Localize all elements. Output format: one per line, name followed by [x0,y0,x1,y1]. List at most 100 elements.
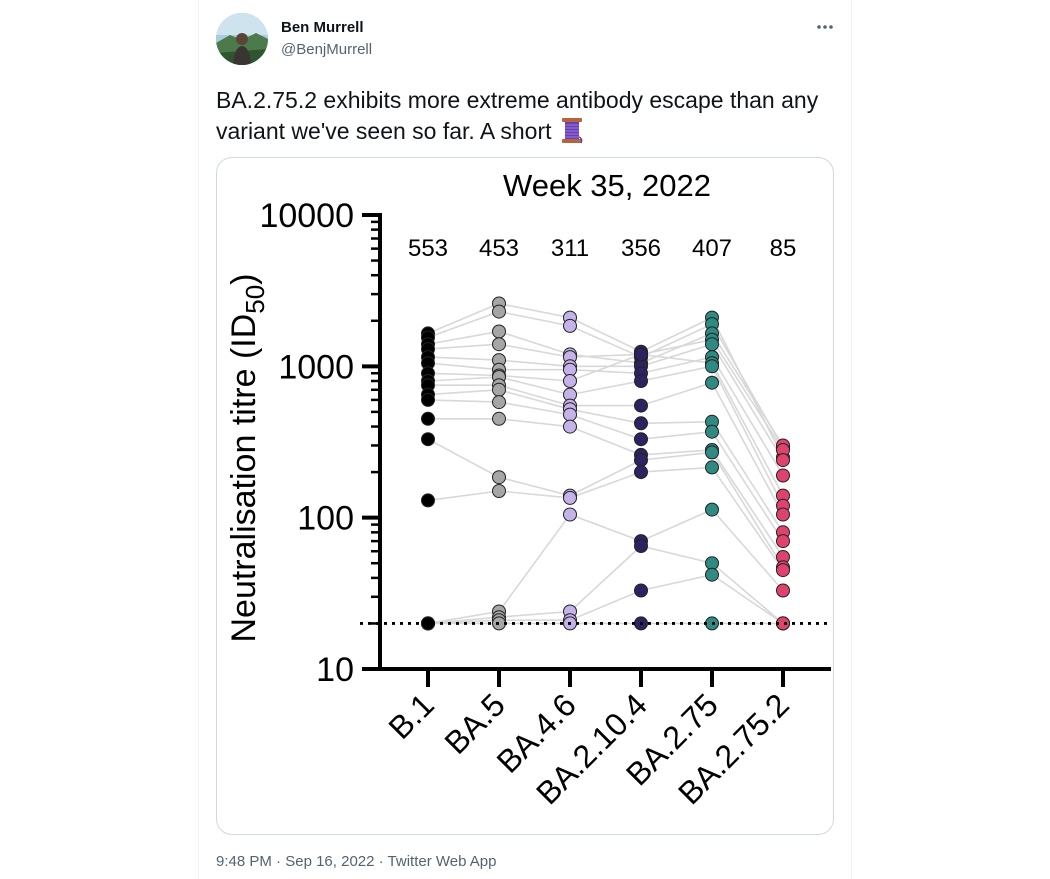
connector-line [428,381,784,515]
y-axis-label-close: ) [225,273,263,284]
connector-line [427,438,784,568]
axes: 10 100 1000 10000 [259,197,831,689]
y-axis-label-subscript: 50 [240,285,270,314]
meta-separator: · [276,853,282,870]
data-point [634,416,648,431]
meta-separator: · [378,853,384,870]
tweet-media-chart[interactable]: Week 35, 2022 Neutralisation titre (ID50… [216,157,834,835]
connector-line [427,330,784,446]
geometric-mean-label: 453 [479,235,519,262]
connector-line [427,356,784,476]
connector-line [427,399,784,542]
tweet-text: BA.2.75.2 exhibits more extreme antibody… [216,85,836,152]
data-point [776,453,790,468]
connector-line [428,417,784,558]
timeline-border-left [198,0,199,879]
tweet-date[interactable]: Sep 16, 2022 [285,853,375,870]
connector-line [427,545,784,625]
data-point [634,398,648,413]
data-point [563,318,577,333]
geometric-mean-label: 553 [408,235,448,262]
data-point [705,567,719,582]
author-handle[interactable]: @BenjMurrell [281,41,373,58]
connector-line [427,302,784,458]
data-point [776,583,790,598]
data-point [634,583,648,598]
data-point [492,395,506,410]
connector-lines [427,302,784,625]
more-options-icon [817,25,833,29]
connector-line [427,338,784,451]
connector-line [427,388,784,533]
geometric-mean-label: 85 [770,235,797,262]
more-options-button[interactable] [812,14,838,40]
data-point [421,432,435,447]
data-point [634,374,648,388]
connector-line [427,573,784,625]
data-point [705,424,719,439]
geometric-mean-labels: 553 453 311 356 407 85 [408,235,796,262]
data-point [776,507,790,522]
chart-title: Week 35, 2022 [503,168,711,203]
geometric-mean-label: 407 [692,235,732,262]
data-point [705,502,719,517]
data-point [563,507,577,522]
data-point [492,470,506,485]
y-axis-label-main: Neutralisation titre (ID [225,314,263,643]
connector-line [427,466,784,571]
data-point [776,563,790,578]
data-point [776,468,790,483]
connector-line [427,310,784,449]
data-point [492,324,506,339]
spool-of-thread-icon [561,117,583,152]
data-point [705,337,719,352]
geometric-mean-label: 311 [551,235,589,262]
data-point [634,347,648,362]
data-point [634,465,648,480]
data-point [421,411,435,426]
data-point [705,375,719,390]
connector-line [427,508,784,625]
connector-line [427,343,784,461]
data-point [563,374,577,388]
data-point [563,419,577,434]
data-point [563,407,577,422]
data-point [705,359,719,374]
avatar[interactable] [216,13,268,65]
tweet: Ben Murrell @BenjMurrell BA.2.75.2 exhib… [199,0,851,879]
timeline-border-right [851,0,852,879]
connector-line [427,365,784,507]
y-tick-label: 1000 [278,348,354,386]
data-point [634,453,648,468]
author-name[interactable]: Ben Murrell [281,19,364,36]
tweet-text-body: BA.2.75.2 exhibits more extreme antibody… [216,87,819,144]
avatar-photo [216,13,268,65]
data-point [634,432,648,447]
data-point [492,411,506,426]
geometric-mean-label: 356 [621,235,661,262]
tweet-source[interactable]: Twitter Web App [387,853,497,870]
data-points [421,296,790,631]
y-tick-label: 10000 [259,197,354,235]
data-point [492,484,506,498]
connector-line [427,353,784,496]
tweet-meta: 9:48 PM · Sep 16, 2022 · Twitter Web App [216,853,497,870]
data-point [634,539,648,553]
tweet-time[interactable]: 9:48 PM [216,853,272,870]
y-tick-label: 100 [297,500,354,538]
data-point [492,337,506,352]
y-axis-label: Neutralisation titre (ID50) [225,273,270,642]
data-point [492,304,506,319]
y-tick-label: 10 [316,651,354,689]
data-point [492,382,506,397]
data-point [705,445,719,460]
chart-svg: Week 35, 2022 Neutralisation titre (ID50… [225,168,831,811]
data-point [705,460,719,475]
data-point [563,490,577,505]
data-point [776,534,790,549]
data-point [421,493,435,508]
data-point [421,392,435,407]
x-tick-label: B.1 [382,686,441,745]
